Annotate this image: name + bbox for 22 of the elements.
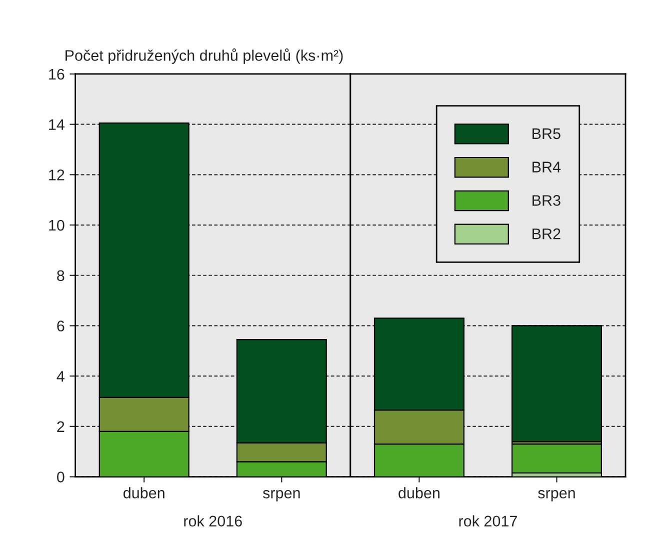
y-tick-label: 10: [49, 220, 64, 231]
y-tick-label: 0: [57, 472, 64, 482]
y-tick-label: 14: [49, 119, 64, 130]
legend-label: BR5: [532, 128, 560, 140]
y-axis-title: Počet přidružených druhů plevelů (ks·m²): [66, 48, 343, 64]
legend-label: BR2: [532, 228, 560, 240]
legend-label: BR4: [532, 162, 561, 172]
x-tick-label: srpen: [262, 490, 300, 502]
y-tick-label: 12: [49, 170, 64, 180]
y-tick-label: 2: [57, 421, 64, 432]
bar: [511, 443, 602, 474]
y-tick-label: 4: [56, 371, 64, 382]
x-tick-label: srpen: [538, 490, 575, 502]
x-tick-label: duben: [124, 487, 164, 498]
x-axis-title: rok 2016: [184, 515, 242, 527]
x-axis-title: rok 2017: [459, 515, 517, 527]
y-tick-label: 16: [49, 68, 64, 80]
y-tick-label: 8: [57, 270, 64, 282]
x-tick-label: duben: [398, 487, 440, 498]
bar: [511, 325, 602, 442]
y-tick-label: 6: [57, 320, 64, 332]
legend-label: BR3: [532, 195, 560, 206]
